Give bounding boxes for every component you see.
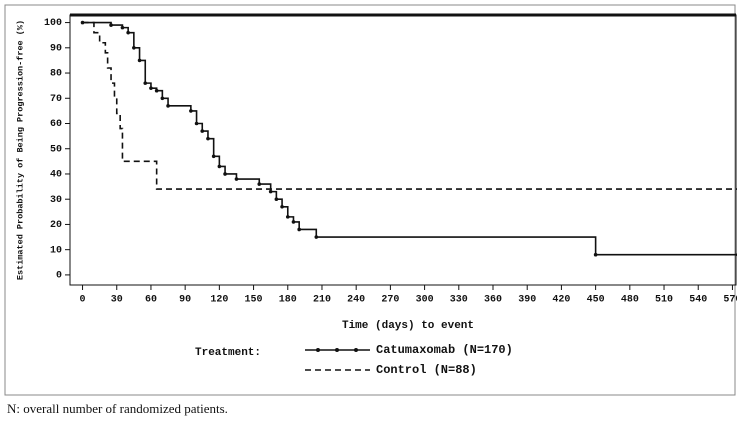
x-tick-label: 450 xyxy=(587,295,605,306)
censor-marker xyxy=(132,46,136,50)
y-tick-label: 30 xyxy=(50,195,62,206)
y-tick-label: 100 xyxy=(44,18,62,29)
censor-marker xyxy=(285,215,290,219)
censor-marker xyxy=(160,96,165,101)
x-tick-label: 30 xyxy=(111,295,123,306)
censor-marker xyxy=(280,204,284,209)
caption: N: overall number of randomized patients… xyxy=(7,401,228,416)
censor-marker xyxy=(120,25,125,30)
y-tick-label: 10 xyxy=(50,245,62,256)
x-tick-label: 330 xyxy=(450,295,468,306)
censor-marker xyxy=(217,164,222,169)
y-axis-label: Estimated Probability of Being Progressi… xyxy=(15,20,25,280)
censor-marker xyxy=(189,109,193,113)
x-tick-label: 120 xyxy=(210,295,228,306)
censor-marker xyxy=(314,235,319,239)
censor-marker xyxy=(143,81,148,85)
legend-marker xyxy=(316,348,320,352)
legend-title: Treatment: xyxy=(195,347,261,359)
x-tick-label: 420 xyxy=(552,295,570,306)
x-tick-label: 540 xyxy=(689,295,707,306)
censor-marker xyxy=(149,86,153,90)
censor-marker xyxy=(593,252,598,257)
x-tick-label: 240 xyxy=(347,295,365,306)
x-tick-label: 210 xyxy=(313,295,331,306)
x-tick-label: 510 xyxy=(655,295,673,306)
x-tick-label: 0 xyxy=(80,295,86,306)
legend-label: Control (N=88) xyxy=(376,363,477,377)
legend-marker xyxy=(354,348,358,352)
x-tick-label: 270 xyxy=(381,295,399,306)
censor-marker xyxy=(234,177,239,181)
y-tick-label: 70 xyxy=(50,94,62,105)
y-tick-label: 60 xyxy=(50,119,62,130)
censor-marker xyxy=(194,121,199,126)
y-tick-label: 50 xyxy=(50,144,62,155)
y-tick-label: 0 xyxy=(56,271,62,282)
censor-marker xyxy=(154,88,159,93)
censor-marker xyxy=(274,197,279,202)
y-tick-label: 80 xyxy=(50,69,62,80)
censor-marker xyxy=(297,227,301,232)
censor-marker xyxy=(126,30,130,35)
x-tick-label: 480 xyxy=(621,295,639,306)
x-tick-label: 300 xyxy=(416,295,434,306)
x-tick-label: 570 xyxy=(723,295,737,306)
legend-label: Catumaxomab (N=170) xyxy=(376,343,513,357)
x-tick-label: 90 xyxy=(179,295,191,306)
censor-marker xyxy=(206,136,210,141)
km-curve xyxy=(82,21,737,256)
km-curve xyxy=(82,21,737,190)
y-tick-label: 40 xyxy=(50,170,62,181)
x-tick-label: 360 xyxy=(484,295,502,306)
censor-marker xyxy=(211,154,216,159)
censor-marker xyxy=(109,23,113,27)
x-tick-label: 60 xyxy=(145,295,157,306)
x-tick-label: 150 xyxy=(245,295,263,306)
x-tick-label: 180 xyxy=(279,295,297,306)
y-tick-label: 90 xyxy=(50,43,62,54)
censor-marker xyxy=(137,58,142,63)
censor-marker xyxy=(291,220,296,224)
x-axis-label: Time (days) to event xyxy=(342,320,474,332)
plot-frame xyxy=(69,14,737,286)
x-tick-label: 390 xyxy=(518,295,536,306)
outer-frame xyxy=(4,4,736,396)
censor-marker xyxy=(80,20,85,25)
y-tick-label: 20 xyxy=(50,220,62,231)
legend-marker xyxy=(335,348,339,352)
censor-marker xyxy=(268,189,273,194)
censor-marker xyxy=(257,182,262,186)
censor-marker xyxy=(166,104,170,108)
censor-marker xyxy=(200,129,205,133)
censor-marker xyxy=(223,172,227,176)
